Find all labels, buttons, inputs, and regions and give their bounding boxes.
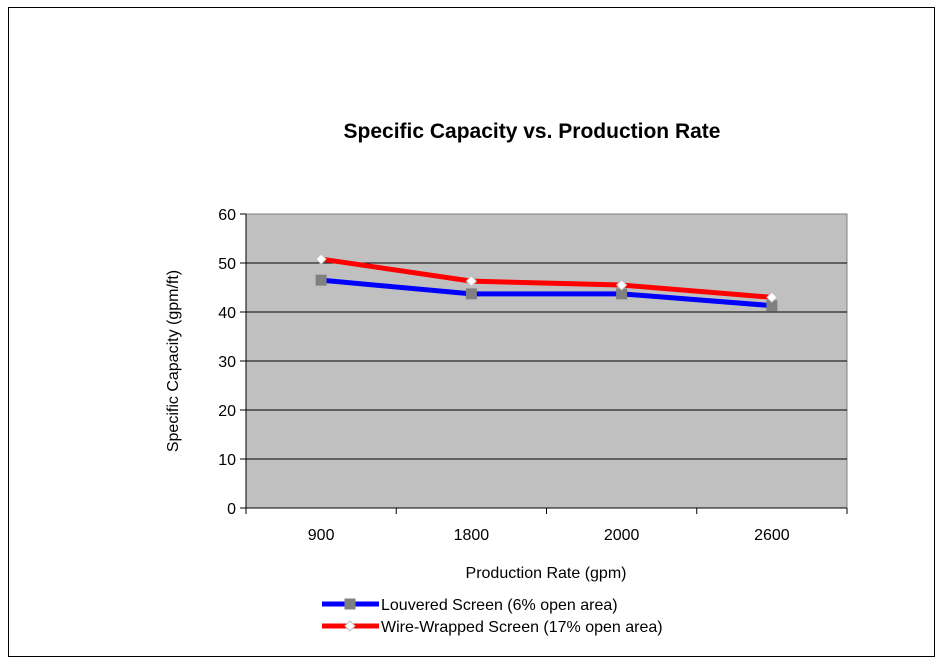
legend-marker-2 [344, 620, 356, 632]
y-axis-label: Specific Capacity (gpm/ft) [165, 270, 182, 452]
axes: 0 10 20 30 40 50 60 900 1800 2000 2600 [218, 207, 848, 544]
y-tick-label: 30 [218, 354, 236, 371]
x-tick-label: 2000 [604, 527, 640, 544]
legend-marker-1 [344, 598, 356, 610]
data-point-series-2 [465, 275, 478, 287]
data-point-series-2 [315, 253, 327, 265]
series-line-1 [318, 277, 775, 309]
data-point-series-2 [766, 291, 778, 304]
data-point-series-1 [315, 274, 327, 286]
line-chart: Specific Capacity vs. Production Rate 0 1… [165, 120, 848, 636]
chart-title: Specific Capacity vs. Production Rate [344, 120, 721, 143]
series-lines [315, 253, 778, 312]
legend: Louvered Screen (6% open area) Wire-Wrapp… [322, 597, 663, 636]
y-tick-label: 40 [218, 305, 236, 322]
x-tick-label: 2600 [754, 527, 790, 544]
legend-label-1: Louvered Screen (6% open area) [381, 597, 618, 614]
x-tick-label: 900 [308, 527, 335, 544]
series-line-2 [318, 256, 775, 300]
y-tick-label: 10 [218, 452, 236, 469]
x-tick-label: 1800 [454, 527, 490, 544]
legend-label-2: Wire-Wrapped Screen (17% open area) [381, 619, 663, 636]
y-tick-label: 60 [218, 207, 236, 224]
data-point-series-1 [465, 288, 477, 300]
y-tick-label: 20 [218, 403, 236, 420]
y-tick-label: 50 [218, 256, 236, 273]
data-point-series-2 [615, 279, 628, 291]
x-axis-label: Production Rate (gpm) [466, 565, 627, 582]
y-tick-label: 0 [227, 501, 236, 518]
